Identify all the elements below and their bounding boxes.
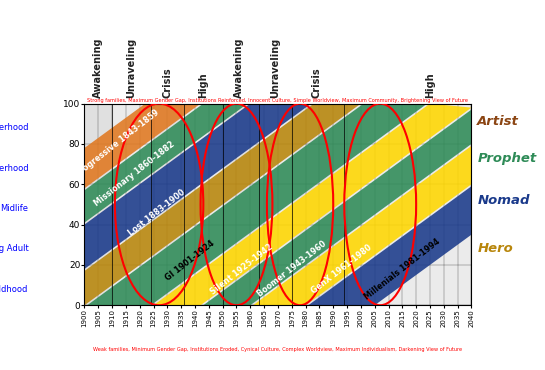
Bar — [112, 104, 151, 305]
Polygon shape — [84, 104, 361, 305]
Text: Lost 1883-1900: Lost 1883-1900 — [126, 188, 186, 238]
Text: Missionary 1860-1882: Missionary 1860-1882 — [92, 140, 176, 208]
Polygon shape — [154, 104, 471, 305]
Polygon shape — [87, 104, 427, 305]
Text: Silent 1925-1942: Silent 1925-1942 — [209, 242, 275, 296]
Text: Weak families, Minimum Gender Gap, Institutions Eroded, Cynical Culture, Complex: Weak families, Minimum Gender Gap, Insti… — [93, 347, 463, 351]
Bar — [344, 104, 471, 305]
Text: Strong families, Maximum Gender Gap, Institutions Reinforced, Innocent Culture, : Strong families, Maximum Gender Gap, Ins… — [87, 98, 469, 102]
Text: Hero: Hero — [477, 242, 513, 255]
Text: Crisis: Crisis — [162, 67, 172, 98]
Bar — [258, 104, 292, 305]
Text: High: High — [425, 72, 435, 98]
Polygon shape — [203, 110, 471, 305]
Text: Crisis: Crisis — [312, 67, 322, 98]
Text: GI 1901-1924: GI 1901-1924 — [164, 239, 216, 283]
Text: Millenials 1981-1994: Millenials 1981-1994 — [363, 237, 442, 301]
Text: Elderhood: Elderhood — [0, 164, 28, 173]
Text: Progressive 1843-1859: Progressive 1843-1859 — [74, 108, 161, 179]
Text: Boomer 1943-1960: Boomer 1943-1960 — [256, 239, 328, 299]
Text: Nomad: Nomad — [477, 194, 530, 207]
Bar — [184, 104, 223, 305]
Polygon shape — [84, 104, 201, 188]
Text: Awakening: Awakening — [93, 37, 104, 98]
Text: Unraveling: Unraveling — [126, 37, 136, 98]
Text: Awakening: Awakening — [234, 37, 244, 98]
Polygon shape — [253, 146, 471, 305]
Text: Late Elderhood: Late Elderhood — [0, 123, 28, 132]
Text: Young Adult: Young Adult — [0, 244, 28, 253]
Text: High: High — [198, 72, 208, 98]
Polygon shape — [84, 104, 247, 223]
Text: Prophet: Prophet — [477, 152, 536, 165]
Bar — [223, 104, 259, 305]
Text: Artist: Artist — [477, 115, 519, 128]
Bar — [151, 104, 184, 305]
Bar — [292, 104, 344, 305]
Polygon shape — [84, 104, 311, 269]
Text: Childhood: Childhood — [0, 285, 28, 294]
Bar — [84, 104, 112, 305]
Text: Unraveling: Unraveling — [270, 37, 280, 98]
Polygon shape — [308, 186, 471, 305]
Text: Midlife: Midlife — [1, 204, 28, 213]
Text: GenX 1961-1980: GenX 1961-1980 — [310, 243, 373, 295]
